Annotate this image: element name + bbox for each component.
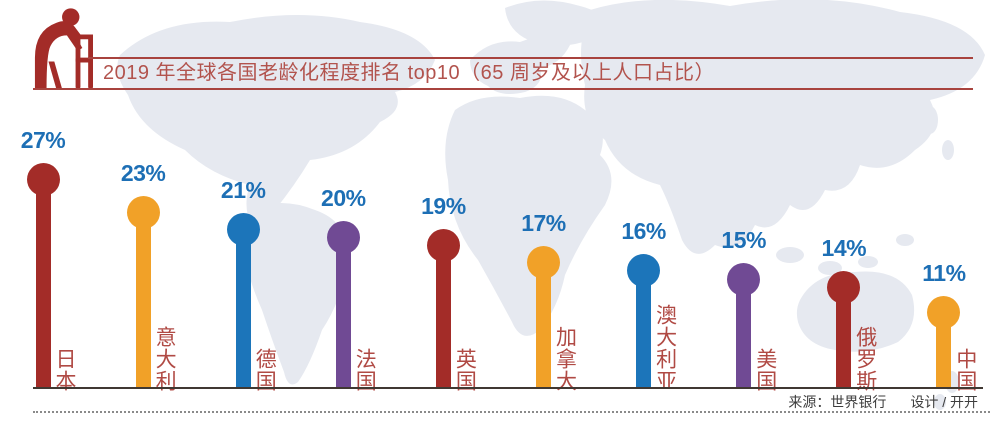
bar-stick [235,227,251,388]
value-label: 23% [120,160,166,186]
value-label: 17% [521,210,566,236]
bar-stick [135,210,151,388]
title-rule-bottom [33,88,973,90]
bar-stick [736,277,752,388]
bar-stick [536,260,551,388]
design-credit-label: 设计 / 开开 [910,394,978,410]
lollipop-bar: 21% 德国 [221,177,276,392]
lollipop-bar: 20% 法国 [321,185,376,392]
value-label: 27% [20,127,66,153]
lollipop-bar: 15% 美国 [721,227,776,392]
lollipop-bar: 19% 英国 [421,193,476,392]
country-label: 加拿大 [553,326,577,392]
baseline-axis [33,387,983,389]
value-label: 21% [220,177,266,203]
bar-stick [636,268,652,388]
bar-stick [35,177,51,388]
footer-dotted-rule [33,411,990,413]
chart-title: 2019 年全球各国老龄化程度排名 top10（65 周岁及以上人口占比） [103,62,715,84]
country-label: 澳大利亚 [653,304,677,392]
value-label: 20% [321,185,366,211]
country-label: 美国 [753,348,777,392]
country-label: 俄罗斯 [853,326,877,392]
country-label: 中国 [953,348,977,392]
country-label: 日本 [53,348,76,392]
value-label: 11% [922,260,966,286]
source-label: 来源：世界银行 [788,394,887,410]
lollipop-bar: 11% 中国 [922,260,977,392]
lollipop-bar: 23% 意大利 [121,160,176,392]
lollipop-bar: 27% 日本 [21,127,76,392]
lollipop-bar: 17% 加拿大 [521,210,576,392]
value-label: 15% [721,227,766,253]
value-label: 19% [421,193,466,219]
lollipop-bar: 14% 俄罗斯 [822,235,877,392]
elderly-person-walker-icon [34,8,93,89]
bar-stick [335,235,351,388]
country-label: 德国 [253,348,277,392]
header: 2019 年全球各国老龄化程度排名 top10（65 周岁及以上人口占比） [0,0,1000,100]
country-label: 法国 [353,348,377,392]
lollipop-bar: 16% 澳大利亚 [621,218,676,392]
bar-stick [435,243,451,388]
value-label: 16% [621,218,666,244]
country-label: 英国 [453,348,477,392]
bar-stick [936,310,952,388]
bar-stick [836,285,852,388]
country-label: 意大利 [153,326,177,392]
title-rule-top [88,57,973,59]
value-label: 14% [821,235,867,261]
footer-credits: 来源：世界银行 设计 / 开开 [788,392,978,412]
